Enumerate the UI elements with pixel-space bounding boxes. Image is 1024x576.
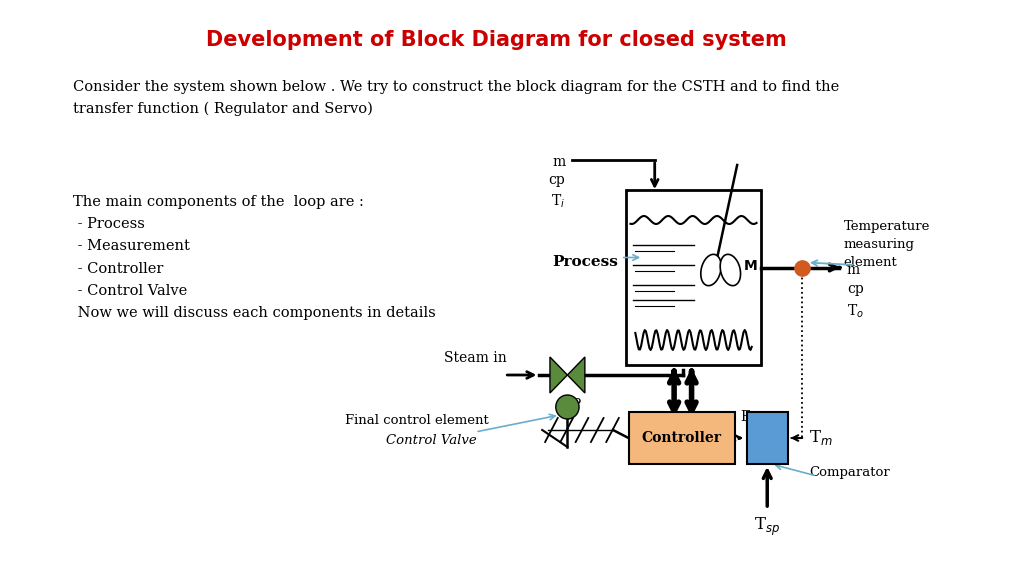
Text: Q: Q xyxy=(674,425,686,439)
Text: Temperature
measuring
element: Temperature measuring element xyxy=(844,220,930,269)
Bar xyxy=(629,412,735,464)
Text: T$_{sp}$: T$_{sp}$ xyxy=(754,516,780,538)
Text: T$_m$: T$_m$ xyxy=(809,428,833,447)
Ellipse shape xyxy=(720,255,740,286)
Text: E: E xyxy=(740,410,751,424)
Text: Steam in: Steam in xyxy=(443,351,507,365)
Text: Process: Process xyxy=(552,256,617,270)
Circle shape xyxy=(556,395,579,419)
Text: Consider the system shown below . We try to construct the block diagram for the : Consider the system shown below . We try… xyxy=(73,80,839,116)
Ellipse shape xyxy=(700,255,721,286)
Text: Final control element: Final control element xyxy=(345,414,488,426)
Polygon shape xyxy=(550,357,567,393)
Text: P: P xyxy=(570,398,580,412)
Text: Comparator: Comparator xyxy=(809,466,890,479)
Text: m
cp
T$_o$: m cp T$_o$ xyxy=(847,263,863,320)
Text: The main components of the  loop are :
 - Process
 - Measurement
 - Controller
 : The main components of the loop are : - … xyxy=(73,195,435,320)
Text: Controller: Controller xyxy=(642,431,722,445)
Text: Control Valve: Control Valve xyxy=(386,434,477,446)
Bar xyxy=(746,412,787,464)
Polygon shape xyxy=(567,357,585,393)
Text: M: M xyxy=(744,259,758,273)
Text: Development of Block Diagram for closed system: Development of Block Diagram for closed … xyxy=(206,30,787,50)
Text: m
cp
T$_i$: m cp T$_i$ xyxy=(549,155,565,210)
Bar xyxy=(626,190,762,365)
